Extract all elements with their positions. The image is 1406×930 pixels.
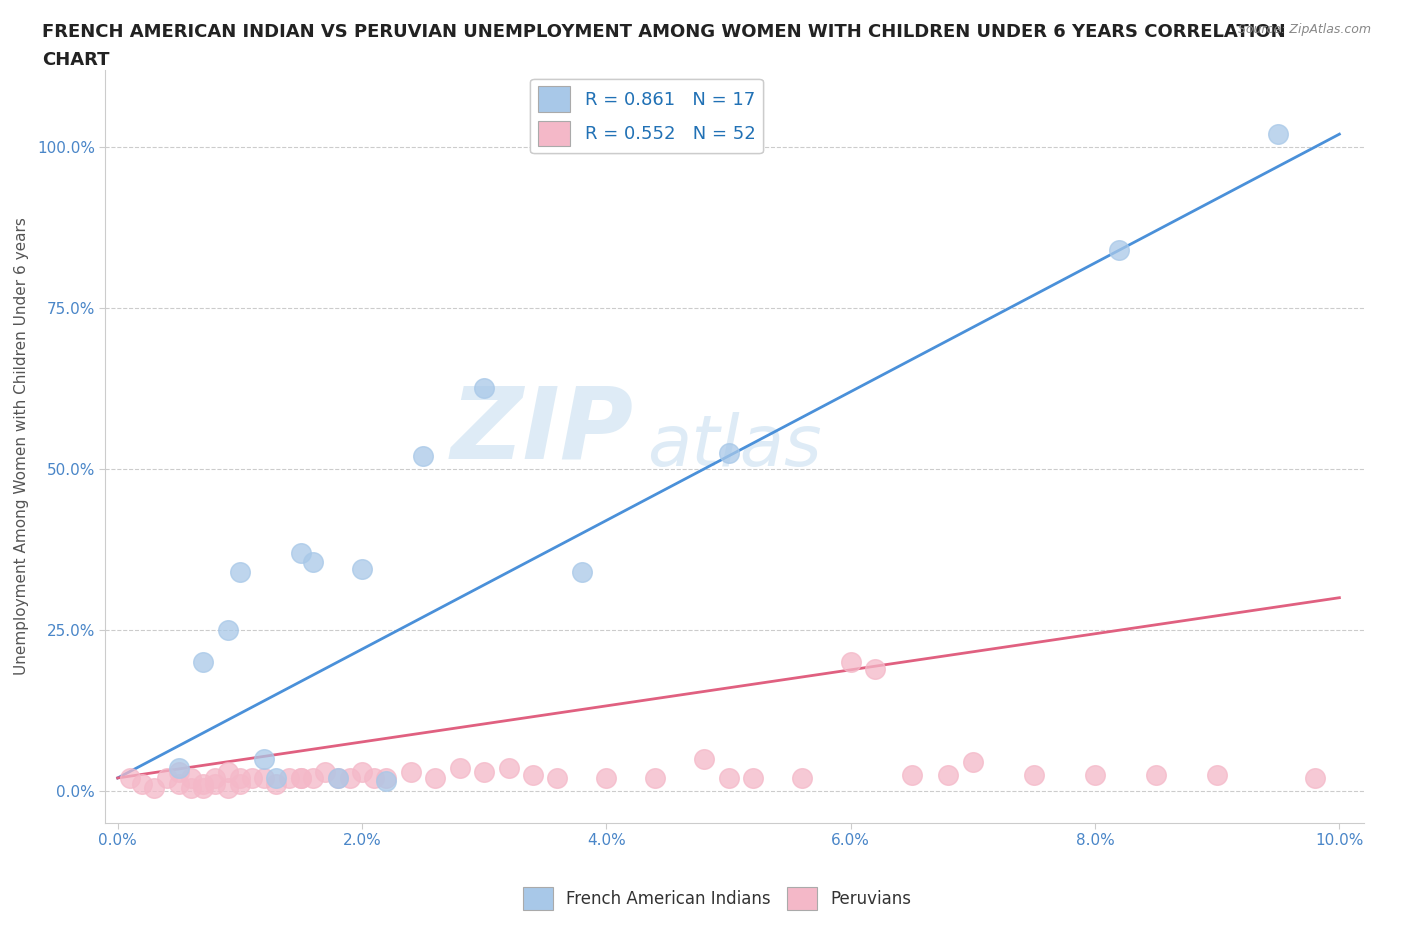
Point bbox=[217, 764, 239, 779]
Point bbox=[290, 545, 312, 560]
Point bbox=[217, 622, 239, 637]
Point bbox=[167, 761, 190, 776]
Point bbox=[472, 764, 495, 779]
Point bbox=[118, 771, 141, 786]
Point bbox=[1303, 771, 1326, 786]
Point bbox=[863, 661, 886, 676]
Point bbox=[204, 771, 226, 786]
Point bbox=[498, 761, 520, 776]
Text: CHART: CHART bbox=[42, 51, 110, 69]
Point bbox=[302, 771, 325, 786]
Point bbox=[266, 777, 288, 791]
Point bbox=[167, 777, 190, 791]
Point bbox=[399, 764, 422, 779]
Point bbox=[131, 777, 153, 791]
Point bbox=[1206, 767, 1229, 782]
Point bbox=[790, 771, 813, 786]
Legend: R = 0.861   N = 17, R = 0.552   N = 52: R = 0.861 N = 17, R = 0.552 N = 52 bbox=[530, 79, 762, 153]
Point bbox=[449, 761, 471, 776]
Point bbox=[1267, 126, 1289, 141]
Point bbox=[266, 771, 288, 786]
Point bbox=[193, 780, 215, 795]
Point bbox=[180, 780, 202, 795]
Point bbox=[693, 751, 716, 766]
Point bbox=[1084, 767, 1107, 782]
Point bbox=[204, 777, 226, 791]
Point bbox=[1022, 767, 1045, 782]
Point bbox=[229, 565, 252, 579]
Point bbox=[412, 448, 434, 463]
Point bbox=[522, 767, 544, 782]
Point bbox=[339, 771, 361, 786]
Point bbox=[193, 777, 215, 791]
Point bbox=[290, 771, 312, 786]
Point bbox=[900, 767, 922, 782]
Point bbox=[302, 555, 325, 570]
Point bbox=[193, 655, 215, 670]
Text: Source: ZipAtlas.com: Source: ZipAtlas.com bbox=[1237, 23, 1371, 36]
Y-axis label: Unemployment Among Women with Children Under 6 years: Unemployment Among Women with Children U… bbox=[14, 218, 28, 675]
Point bbox=[326, 771, 349, 786]
Point bbox=[167, 764, 190, 779]
Point bbox=[350, 764, 373, 779]
Point bbox=[143, 780, 166, 795]
Point bbox=[375, 774, 398, 789]
Point bbox=[717, 445, 740, 460]
Point bbox=[1144, 767, 1167, 782]
Point bbox=[253, 751, 276, 766]
Point bbox=[253, 771, 276, 786]
Point bbox=[155, 771, 177, 786]
Point bbox=[229, 771, 252, 786]
Point bbox=[375, 771, 398, 786]
Point bbox=[938, 767, 960, 782]
Point bbox=[742, 771, 765, 786]
Legend: French American Indians, Peruvians: French American Indians, Peruvians bbox=[516, 880, 918, 917]
Point bbox=[290, 771, 312, 786]
Point bbox=[717, 771, 740, 786]
Point bbox=[571, 565, 593, 579]
Point bbox=[180, 771, 202, 786]
Point bbox=[547, 771, 569, 786]
Point bbox=[425, 771, 447, 786]
Point bbox=[363, 771, 385, 786]
Text: FRENCH AMERICAN INDIAN VS PERUVIAN UNEMPLOYMENT AMONG WOMEN WITH CHILDREN UNDER : FRENCH AMERICAN INDIAN VS PERUVIAN UNEMP… bbox=[42, 23, 1286, 41]
Point bbox=[314, 764, 336, 779]
Point bbox=[229, 777, 252, 791]
Text: ZIP: ZIP bbox=[451, 383, 634, 480]
Point bbox=[1108, 243, 1130, 258]
Point bbox=[217, 780, 239, 795]
Text: atlas: atlas bbox=[647, 412, 821, 481]
Point bbox=[472, 381, 495, 396]
Point bbox=[595, 771, 617, 786]
Point bbox=[326, 771, 349, 786]
Point bbox=[962, 754, 984, 769]
Point bbox=[240, 771, 263, 786]
Point bbox=[644, 771, 666, 786]
Point bbox=[350, 562, 373, 577]
Point bbox=[277, 771, 299, 786]
Point bbox=[839, 655, 862, 670]
